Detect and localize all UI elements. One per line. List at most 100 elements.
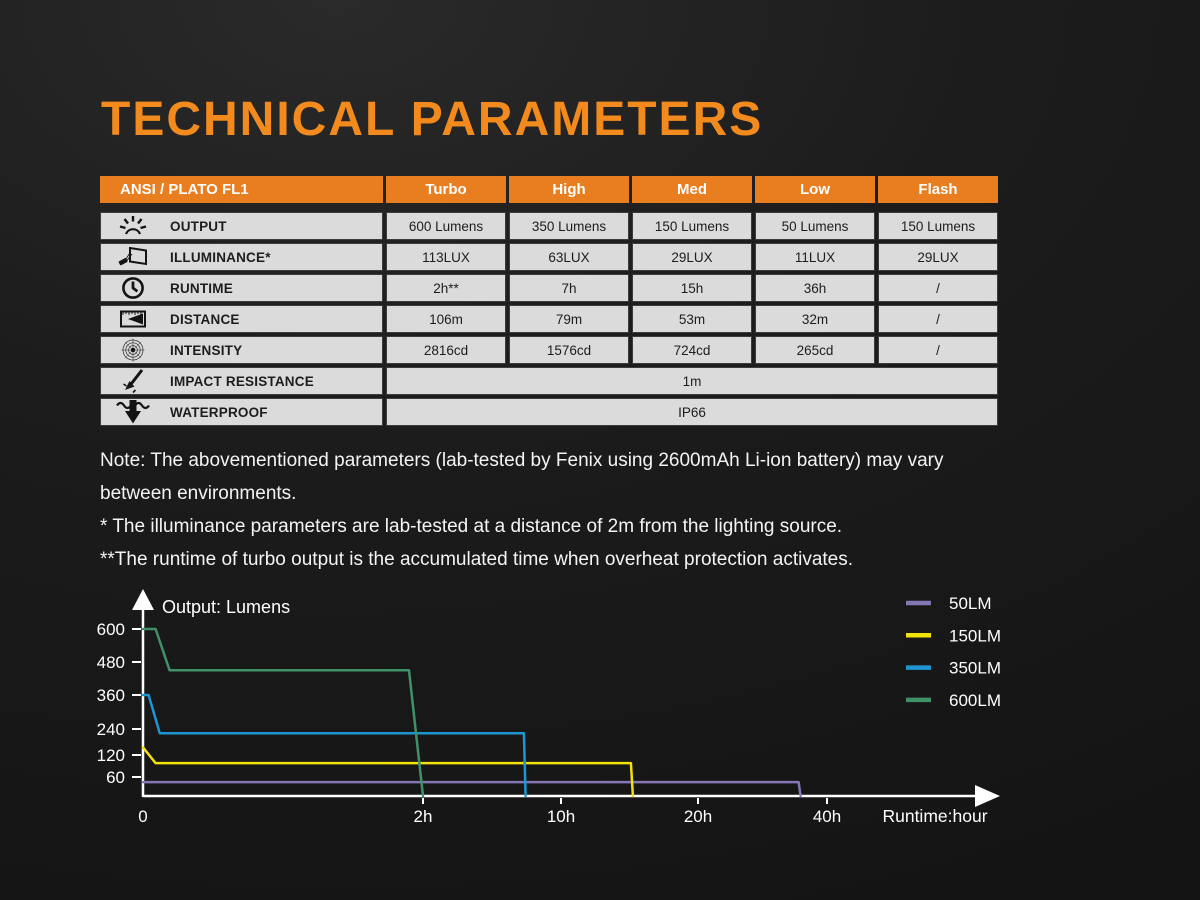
table-cell: 106m xyxy=(386,305,506,333)
row-label-cell: INTENSITY xyxy=(100,336,383,364)
output-icon xyxy=(110,214,156,238)
row-label: WATERPROOF xyxy=(170,404,268,420)
notes: Note: The abovementioned parameters (lab… xyxy=(100,444,1000,576)
table-header-turbo: Turbo xyxy=(386,176,506,203)
legend-label: 600LM xyxy=(949,691,1001,710)
x-tick-label: 20h xyxy=(684,807,712,826)
table-cell: / xyxy=(878,274,998,302)
row-label: INTENSITY xyxy=(170,342,243,358)
series-150LM xyxy=(141,746,635,798)
row-label: DISTANCE xyxy=(170,311,240,327)
table-row: OUTPUT 600 Lumens 350 Lumens 150 Lumens … xyxy=(100,212,998,240)
row-label-cell: RUNTIME xyxy=(100,274,383,302)
table-row: RUNTIME 2h** 7h 15h 36h / xyxy=(100,274,998,302)
table-cell: 53m xyxy=(632,305,752,333)
x-tick-label: 2h xyxy=(414,807,433,826)
table-cell: 724cd xyxy=(632,336,752,364)
table-cell: / xyxy=(878,305,998,333)
y-tick-label: 120 xyxy=(97,746,125,765)
note-illuminance: * The illuminance parameters are lab-tes… xyxy=(100,516,843,537)
y-tick-label: 240 xyxy=(97,720,125,739)
table-cell: 7h xyxy=(509,274,629,302)
table-cell: 2816cd xyxy=(386,336,506,364)
table-cell: 1576cd xyxy=(509,336,629,364)
row-label-cell: OUTPUT xyxy=(100,212,383,240)
table-cell: 15h xyxy=(632,274,752,302)
row-label-cell: IMPACT RESISTANCE xyxy=(100,367,383,395)
legend-item-50LM: 50LM xyxy=(906,594,992,613)
legend-item-350LM: 350LM xyxy=(906,659,1001,678)
table-cell: 113LUX xyxy=(386,243,506,271)
x-tick-label: 40h xyxy=(813,807,841,826)
table-header-med: Med xyxy=(632,176,752,203)
table-row: INTENSITY 2816cd 1576cd 724cd 265cd / xyxy=(100,336,998,364)
table-cell: 11LUX xyxy=(755,243,875,271)
legend: 50LM 150LM 350LM 600LM xyxy=(906,594,1001,710)
table-cell: 150 Lumens xyxy=(878,212,998,240)
note-main: Note: The abovementioned parameters (lab… xyxy=(100,450,944,504)
table-cell: 63LUX xyxy=(509,243,629,271)
table-cell: 2h** xyxy=(386,274,506,302)
spec-table: ANSI / PLATO FL1 Turbo High Med Low Flas… xyxy=(100,176,998,429)
legend-label: 350LM xyxy=(949,659,1001,678)
impact-icon xyxy=(110,368,156,394)
y-tick-label: 600 xyxy=(97,620,125,639)
series-50LM xyxy=(141,780,802,798)
x-axis-title: Runtime:hour xyxy=(882,806,987,826)
row-label: ILLUMINANCE* xyxy=(170,249,271,265)
table-cell: / xyxy=(878,336,998,364)
illuminance-icon xyxy=(110,245,156,269)
legend-item-600LM: 600LM xyxy=(906,691,1001,710)
row-label: IMPACT RESISTANCE xyxy=(170,373,314,389)
table-header-ansi: ANSI / PLATO FL1 xyxy=(100,176,383,203)
table-row: IMPACT RESISTANCE 1m xyxy=(100,367,998,395)
runtime-chart: 600 480 360 240 120 60 0 2h 10h 20h 40h Runtime:hou… xyxy=(80,583,1015,840)
row-label: RUNTIME xyxy=(170,280,233,296)
y-axis-arrow-icon xyxy=(132,589,154,610)
table-header-row: ANSI / PLATO FL1 Turbo High Med Low Flas… xyxy=(100,176,998,203)
distance-icon xyxy=(110,307,156,331)
table-cell: 265cd xyxy=(755,336,875,364)
table-row: ILLUMINANCE* 113LUX 63LUX 29LUX 11LUX 29… xyxy=(100,243,998,271)
page-title: TECHNICAL PARAMETERS xyxy=(101,93,764,146)
row-label-cell: DISTANCE xyxy=(100,305,383,333)
table-cell: 150 Lumens xyxy=(632,212,752,240)
y-tick-label: 480 xyxy=(97,653,125,672)
y-tick-label: 360 xyxy=(97,686,125,705)
table-cell: IP66 xyxy=(386,398,998,426)
table-header-low: Low xyxy=(755,176,875,203)
series-600LM xyxy=(141,627,425,798)
x-tick-label: 0 xyxy=(138,807,147,826)
table-cell: 350 Lumens xyxy=(509,212,629,240)
table-row: WATERPROOF IP66 xyxy=(100,398,998,426)
table-cell: 29LUX xyxy=(878,243,998,271)
legend-label: 150LM xyxy=(949,626,1001,645)
y-axis-title: Output: Lumens xyxy=(162,597,290,617)
table-header-flash: Flash xyxy=(878,176,998,203)
legend-item-150LM: 150LM xyxy=(906,626,1001,645)
table-header-high: High xyxy=(509,176,629,203)
note-runtime: **The runtime of turbo output is the acc… xyxy=(100,549,854,570)
row-label: OUTPUT xyxy=(170,218,227,234)
table-cell: 50 Lumens xyxy=(755,212,875,240)
x-tick-label: 10h xyxy=(547,807,575,826)
table-cell: 32m xyxy=(755,305,875,333)
series-350LM xyxy=(141,693,527,798)
table-cell: 29LUX xyxy=(632,243,752,271)
x-axis-arrow-icon xyxy=(975,785,1000,807)
intensity-icon xyxy=(110,338,156,362)
table-row: DISTANCE 106m 79m 53m 32m / xyxy=(100,305,998,333)
row-label-cell: WATERPROOF xyxy=(100,398,383,426)
table-cell: 600 Lumens xyxy=(386,212,506,240)
table-cell: 79m xyxy=(509,305,629,333)
y-tick-label: 60 xyxy=(106,768,125,787)
row-label-cell: ILLUMINANCE* xyxy=(100,243,383,271)
table-cell: 1m xyxy=(386,367,998,395)
waterproof-icon xyxy=(110,399,156,425)
runtime-icon xyxy=(110,276,156,300)
table-cell: 36h xyxy=(755,274,875,302)
legend-label: 50LM xyxy=(949,594,992,613)
